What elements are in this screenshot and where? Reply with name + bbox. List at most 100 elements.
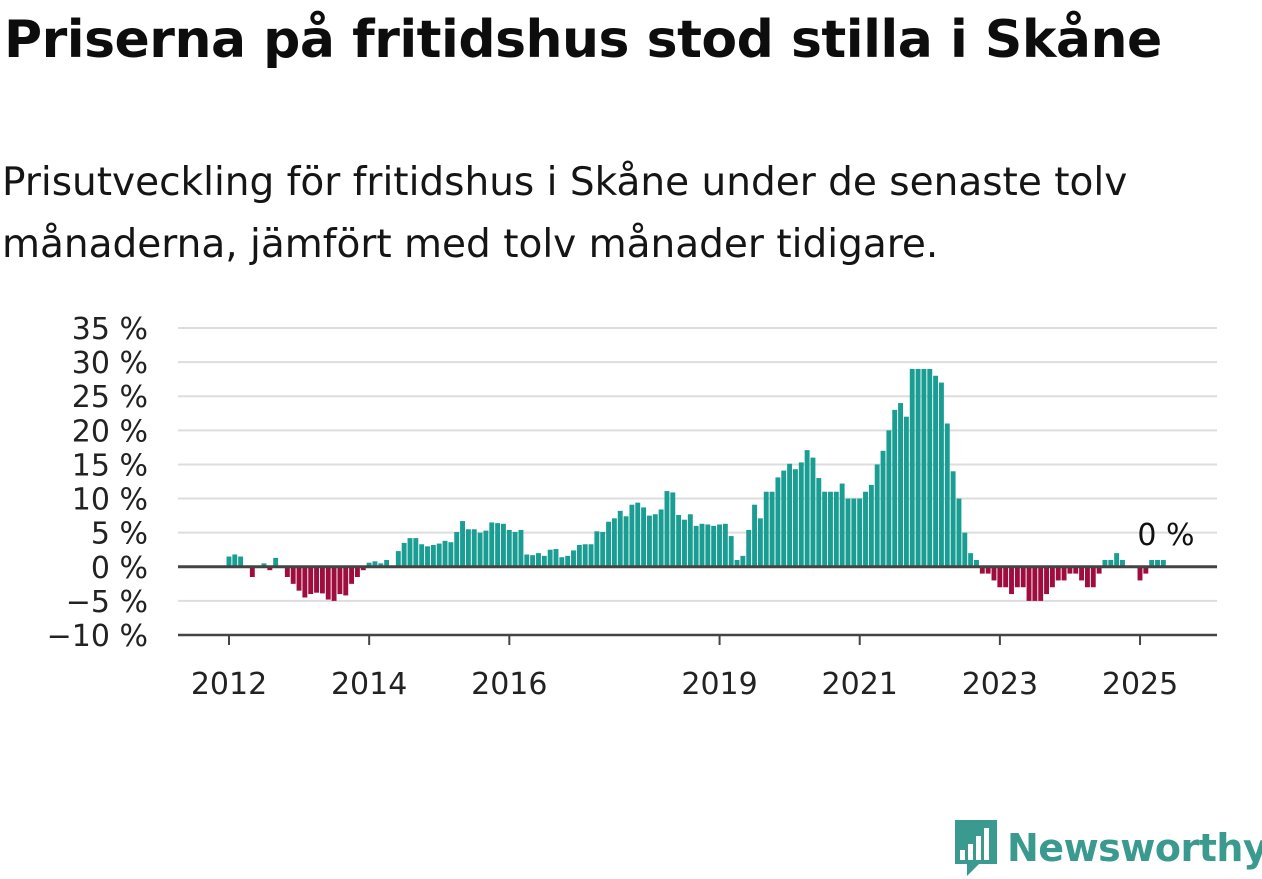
- bar: [979, 566, 985, 574]
- bar: [798, 462, 804, 567]
- bar: [635, 502, 641, 567]
- bar: [273, 557, 279, 567]
- bar: [874, 464, 880, 567]
- bar: [646, 515, 652, 567]
- bar: [541, 555, 547, 567]
- bar: [325, 566, 331, 600]
- y-tick-label: −10 %: [47, 619, 148, 654]
- bar: [792, 469, 798, 567]
- brand-name: Newsworthy: [1007, 826, 1262, 870]
- bar: [1084, 566, 1090, 588]
- bar: [670, 492, 676, 567]
- y-tick-label: 10 %: [72, 483, 148, 518]
- bar: [641, 507, 647, 567]
- bar: [606, 521, 611, 567]
- bar: [366, 562, 372, 567]
- bar: [997, 566, 1003, 588]
- bar: [495, 523, 501, 567]
- bar: [588, 544, 594, 567]
- bar: [1061, 566, 1067, 581]
- chart-title: Priserna på fritidshus stod stilla i Skå…: [4, 10, 1162, 70]
- bar: [1079, 566, 1085, 581]
- bar: [565, 555, 571, 567]
- bar: [892, 409, 898, 567]
- bar: [576, 544, 582, 567]
- bar: [664, 491, 670, 567]
- bar: [676, 514, 682, 567]
- bar: [1014, 566, 1020, 588]
- bar: [547, 549, 553, 567]
- bar: [536, 553, 541, 567]
- x-tick-label: 2025: [1102, 667, 1178, 702]
- axes: [178, 565, 1217, 645]
- bar: [500, 523, 506, 567]
- bar: [395, 551, 401, 567]
- x-tick-label: 2023: [962, 667, 1038, 702]
- x-tick-labels: 2012 2014 2016 2019 2021 2023 2025: [191, 667, 1178, 702]
- bar: [483, 530, 489, 567]
- y-tick-labels: −10 %−5 %0 %5 %10 %15 %20 %25 %30 %35 %: [47, 312, 148, 654]
- bar: [611, 518, 617, 567]
- bar: [372, 561, 378, 567]
- bar: [343, 566, 349, 596]
- bar: [839, 483, 845, 567]
- bar: [302, 566, 308, 598]
- bar: [1102, 559, 1108, 567]
- brand-logo[interactable]: Newsworthy: [951, 818, 1262, 878]
- bar: [319, 566, 325, 594]
- bar: [693, 525, 699, 567]
- bar: [512, 531, 518, 567]
- bar: [915, 368, 921, 567]
- x-tick-label: 2012: [191, 667, 267, 702]
- bar: [407, 538, 413, 567]
- bar: [413, 538, 419, 567]
- bar: [226, 556, 232, 567]
- bar: [734, 559, 740, 567]
- bar: [442, 540, 448, 567]
- bar: [430, 544, 436, 567]
- bar: [828, 491, 833, 567]
- bar: [746, 529, 752, 567]
- bar: [1155, 559, 1160, 567]
- bar: [898, 403, 903, 567]
- x-tick-label: 2021: [822, 667, 898, 702]
- bar: [1073, 566, 1079, 574]
- bar: [652, 514, 658, 567]
- latest-value-label: 0 %: [1137, 518, 1194, 553]
- bar: [968, 553, 974, 567]
- bar: [349, 566, 355, 584]
- bar: [956, 498, 962, 567]
- bar: [465, 529, 471, 567]
- bar: [518, 529, 524, 567]
- bar: [571, 550, 576, 567]
- y-tick-label: 5 %: [91, 517, 148, 552]
- bar: [880, 450, 886, 567]
- bar-chart-speech-bubble-icon: [955, 820, 997, 876]
- bar: [1096, 566, 1102, 574]
- bar: [454, 531, 460, 567]
- bar: [752, 504, 757, 567]
- bar: [331, 566, 337, 601]
- x-tick-label: 2019: [681, 667, 757, 702]
- bar: [1044, 566, 1049, 595]
- bar: [419, 544, 425, 567]
- bar: [559, 557, 565, 567]
- bar: [1032, 566, 1038, 601]
- bar: [267, 566, 273, 571]
- bar: [740, 555, 746, 567]
- bar: [489, 522, 495, 567]
- bar: [717, 524, 722, 567]
- bar: [1090, 566, 1096, 588]
- y-tick-label: 35 %: [72, 312, 148, 347]
- bar: [1137, 566, 1143, 581]
- bar: [991, 566, 997, 581]
- bar: [787, 463, 793, 567]
- bar: [284, 566, 290, 578]
- bar: [822, 491, 828, 567]
- bar: [1114, 553, 1120, 567]
- bar: [553, 549, 559, 567]
- bar: [448, 542, 454, 567]
- bar: [804, 450, 810, 567]
- bar: [290, 566, 296, 584]
- bar: [857, 498, 863, 567]
